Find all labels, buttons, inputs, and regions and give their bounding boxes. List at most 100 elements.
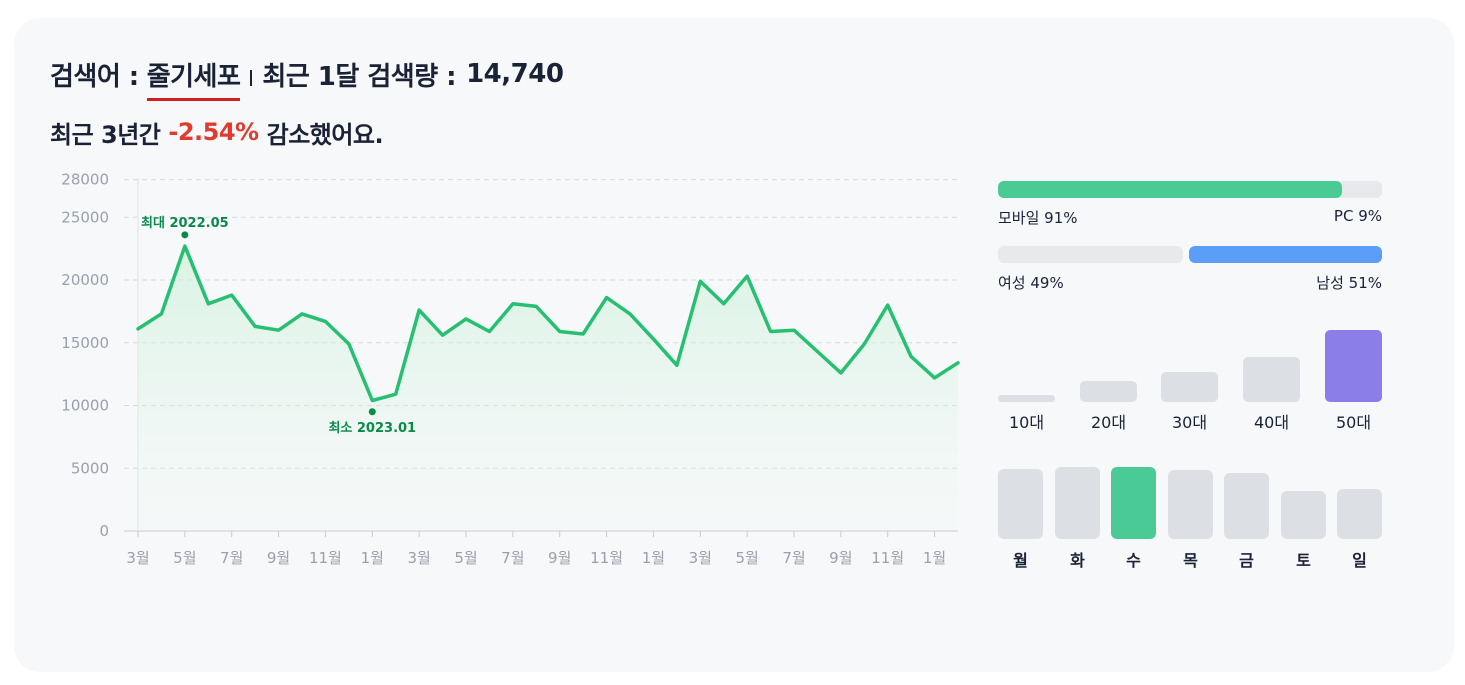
x-tick-label: 1월 — [361, 549, 384, 567]
x-tick-label: 11월 — [871, 549, 904, 567]
age-label: 40대 — [1253, 413, 1290, 432]
data-point[interactable] — [741, 270, 753, 282]
age-bar-1 — [1080, 381, 1137, 402]
series-area — [138, 246, 958, 531]
divider — [250, 70, 253, 86]
data-point[interactable] — [788, 324, 800, 336]
x-tick-label: 5월 — [735, 549, 758, 567]
keyword-text: 줄기세포 — [146, 56, 241, 101]
pc-share-bar — [1348, 181, 1382, 198]
data-point[interactable] — [671, 359, 683, 371]
age-label: 30대 — [1171, 413, 1208, 432]
weekday-label: 화 — [1070, 551, 1085, 570]
headline: 검색어 : 줄기세포 최근 1달 검색량 : 14,740 — [50, 56, 564, 101]
weekday-bar-2 — [1111, 467, 1156, 539]
weekday-bar-4 — [1224, 473, 1269, 539]
weekday-label: 일 — [1352, 551, 1367, 570]
x-tick-label: 11월 — [309, 549, 342, 567]
x-tick-label: 9월 — [267, 549, 290, 567]
y-tick-label: 0 — [99, 522, 109, 540]
data-point[interactable] — [929, 372, 941, 384]
weekday-bar-6 — [1337, 489, 1382, 539]
data-point[interactable] — [694, 275, 706, 287]
data-point[interactable] — [132, 323, 144, 335]
data-point[interactable] — [835, 367, 847, 379]
x-tick-label: 9월 — [548, 549, 571, 567]
data-point[interactable] — [179, 240, 191, 252]
data-point[interactable] — [624, 308, 636, 320]
data-point[interactable] — [601, 292, 613, 304]
data-point[interactable] — [343, 338, 355, 350]
trend-summary: 최근 3년간 -2.54% 감소했어요. — [50, 114, 384, 150]
age-label: 10대 — [1008, 413, 1045, 432]
data-point[interactable] — [437, 329, 449, 341]
age-label: 20대 — [1090, 413, 1127, 432]
data-point[interactable] — [460, 313, 472, 325]
age-label: 50대 — [1335, 413, 1372, 432]
x-tick-label: 3월 — [689, 549, 712, 567]
data-point[interactable] — [952, 357, 964, 369]
x-tick-label: 5월 — [173, 549, 196, 567]
max-annotation: 최대 2022.05 — [141, 216, 229, 231]
data-point[interactable] — [249, 320, 261, 332]
x-tick-label: 3월 — [126, 549, 149, 567]
data-point[interactable] — [273, 324, 285, 336]
y-tick-label: 25000 — [61, 208, 109, 226]
data-point[interactable] — [811, 346, 823, 358]
data-point[interactable] — [858, 338, 870, 350]
min-annotation: 최소 2023.01 — [328, 421, 416, 436]
data-point[interactable] — [554, 325, 566, 337]
weekday-label: 토 — [1296, 551, 1311, 570]
data-point[interactable] — [319, 315, 331, 327]
data-point[interactable] — [413, 304, 425, 316]
series-line — [136, 244, 960, 403]
weekday-label: 수 — [1126, 551, 1141, 570]
male-share-bar — [1189, 246, 1382, 263]
summary-prefix: 최근 3년간 — [50, 120, 161, 149]
data-point[interactable] — [577, 328, 589, 340]
y-tick-label: 10000 — [61, 397, 109, 415]
data-point[interactable] — [155, 308, 167, 320]
weekday-bar-5 — [1281, 491, 1326, 539]
age-bar-0 — [998, 395, 1055, 402]
summary-suffix: 감소했어요. — [266, 120, 384, 149]
change-percent: -2.54% — [168, 118, 259, 146]
weekday-label: 금 — [1239, 551, 1254, 570]
x-tick-label: 1월 — [923, 549, 946, 567]
y-tick-label: 5000 — [71, 459, 109, 477]
x-tick-label: 5월 — [454, 549, 477, 567]
data-point[interactable] — [530, 300, 542, 312]
keyword-label: 검색어 : — [50, 61, 139, 92]
x-tick-label: 3월 — [407, 549, 430, 567]
data-point[interactable] — [226, 289, 238, 301]
x-tick-label: 7월 — [220, 549, 243, 567]
x-tick-label: 9월 — [829, 549, 852, 567]
data-point[interactable] — [366, 394, 378, 406]
data-point[interactable] — [765, 325, 777, 337]
data-point[interactable] — [507, 298, 519, 310]
data-point[interactable] — [905, 351, 917, 363]
data-point[interactable] — [882, 299, 894, 311]
y-tick-label: 20000 — [61, 271, 109, 289]
y-tick-label: 28000 — [61, 171, 109, 189]
y-tick-label: 15000 — [61, 334, 109, 352]
data-point[interactable] — [647, 333, 659, 345]
data-point[interactable] — [483, 325, 495, 337]
age-bar-2 — [1161, 372, 1218, 402]
volume-value: 14,740 — [466, 59, 564, 89]
x-tick-label: 11월 — [590, 549, 623, 567]
weekday-bar-3 — [1168, 470, 1213, 539]
data-point[interactable] — [202, 298, 214, 310]
weekday-label: 목 — [1183, 551, 1198, 570]
data-point[interactable] — [390, 388, 402, 400]
x-tick-label: 1월 — [642, 549, 665, 567]
mobile-share-bar — [998, 181, 1342, 198]
weekday-label: 월 — [1013, 551, 1028, 570]
weekday-bar-1 — [1055, 467, 1100, 539]
data-point[interactable] — [296, 308, 308, 320]
mobile-share-label: 모바일 91% — [998, 209, 1078, 227]
x-tick-label: 7월 — [501, 549, 524, 567]
pc-share-label: PC 9% — [1333, 207, 1382, 225]
data-point[interactable] — [718, 298, 730, 310]
